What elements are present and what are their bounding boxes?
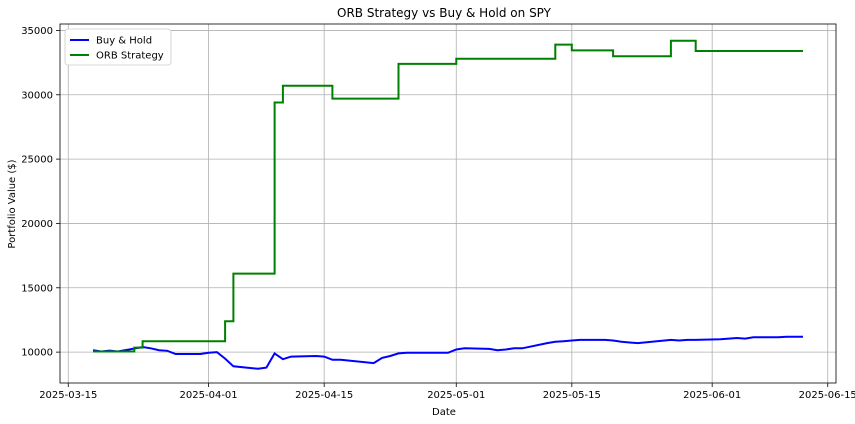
x-tick-label: 2025-06-01: [683, 390, 741, 401]
series-line-buy-hold: [92, 335, 803, 370]
x-axis-label: Date: [432, 407, 456, 418]
chart-title: ORB Strategy vs Buy & Hold on SPY: [337, 6, 552, 20]
y-tick-label: 25000: [21, 155, 53, 166]
legend-label: ORB Strategy: [96, 51, 164, 62]
plot-frame: [59, 23, 837, 384]
y-tick-label: 35000: [21, 26, 53, 37]
y-axis-label: Portfolio Value ($): [7, 159, 18, 248]
grid-lines: [60, 24, 836, 383]
y-tick-group: 10000 15000 20000 25000 30000 35000: [21, 26, 60, 359]
x-tick-group: 2025-03-15 2025-04-01 2025-04-15 2025-05-01…: [39, 383, 855, 401]
y-tick-label: 20000: [21, 219, 53, 230]
y-tick-label: 15000: [21, 283, 53, 294]
legend-label: Buy & Hold: [96, 36, 152, 47]
x-tick-label: 2025-05-01: [427, 390, 485, 401]
legend: Buy & Hold ORB Strategy: [64, 28, 172, 66]
y-tick-label: 10000: [21, 348, 53, 359]
x-tick-label: 2025-04-15: [295, 390, 353, 401]
x-tick-label: 2025-05-15: [543, 390, 601, 401]
legend-box: [64, 28, 172, 66]
x-tick-label: 2025-03-15: [39, 390, 97, 401]
y-tick-label: 30000: [21, 90, 53, 101]
plot-series: [92, 39, 803, 370]
x-tick-label: 2025-04-01: [180, 390, 238, 401]
series-line-orb-strategy: [93, 39, 803, 353]
x-tick-label: 2025-06-15: [799, 390, 855, 401]
